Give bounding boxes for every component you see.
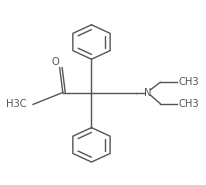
Text: CH3: CH3: [177, 77, 198, 87]
Text: CH3: CH3: [177, 99, 198, 109]
Text: N: N: [143, 88, 151, 97]
Text: O: O: [52, 57, 59, 67]
Text: H3C: H3C: [6, 99, 27, 110]
